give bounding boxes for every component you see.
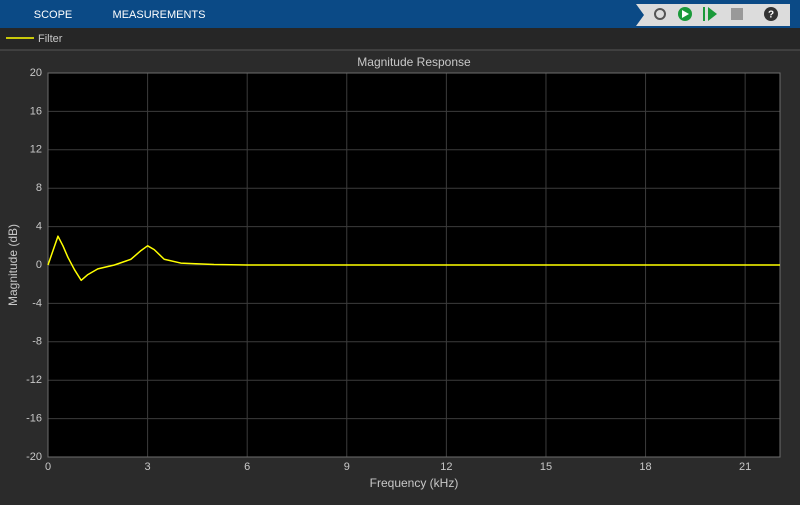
y-tick-label: -12 xyxy=(26,374,42,386)
x-axis-label: Frequency (kHz) xyxy=(370,476,459,490)
chart-title: Magnitude Response xyxy=(357,55,471,69)
x-tick-label: 12 xyxy=(440,461,452,473)
x-tick-label: 18 xyxy=(639,461,651,473)
y-axis-label: Magnitude (dB) xyxy=(6,224,20,306)
y-tick-label: -20 xyxy=(26,451,42,463)
legend-entry: Filter xyxy=(38,33,63,45)
legend-strip xyxy=(0,28,800,50)
run-icon xyxy=(682,10,689,18)
x-tick-label: 15 xyxy=(540,461,552,473)
tab[interactable]: MEASUREMENTS xyxy=(113,9,206,21)
step-icon xyxy=(708,7,717,21)
y-tick-label: 12 xyxy=(30,144,42,156)
y-tick-label: -4 xyxy=(32,297,42,309)
step-button[interactable] xyxy=(703,7,705,21)
y-tick-label: -8 xyxy=(32,336,42,348)
x-tick-label: 3 xyxy=(145,461,151,473)
help-icon: ? xyxy=(768,10,774,21)
x-tick-label: 6 xyxy=(244,461,250,473)
y-tick-label: -16 xyxy=(26,413,42,425)
help-button[interactable] xyxy=(764,7,778,21)
series-line xyxy=(47,235,780,282)
x-tick-label: 9 xyxy=(344,461,350,473)
y-tick-label: 8 xyxy=(36,182,42,194)
plot: Magnitude Response Frequency (kHz) Magni… xyxy=(6,55,780,490)
x-tick-label: 21 xyxy=(739,461,751,473)
tab[interactable]: SCOPE xyxy=(34,9,73,21)
settings-button[interactable] xyxy=(654,8,666,20)
y-tick-label: 4 xyxy=(36,221,42,233)
x-tick-label: 0 xyxy=(45,461,51,473)
y-tick-label: 20 xyxy=(30,67,42,79)
y-tick-label: 16 xyxy=(30,105,42,117)
y-tick-label: 0 xyxy=(36,259,42,271)
stop-button[interactable] xyxy=(731,8,743,20)
